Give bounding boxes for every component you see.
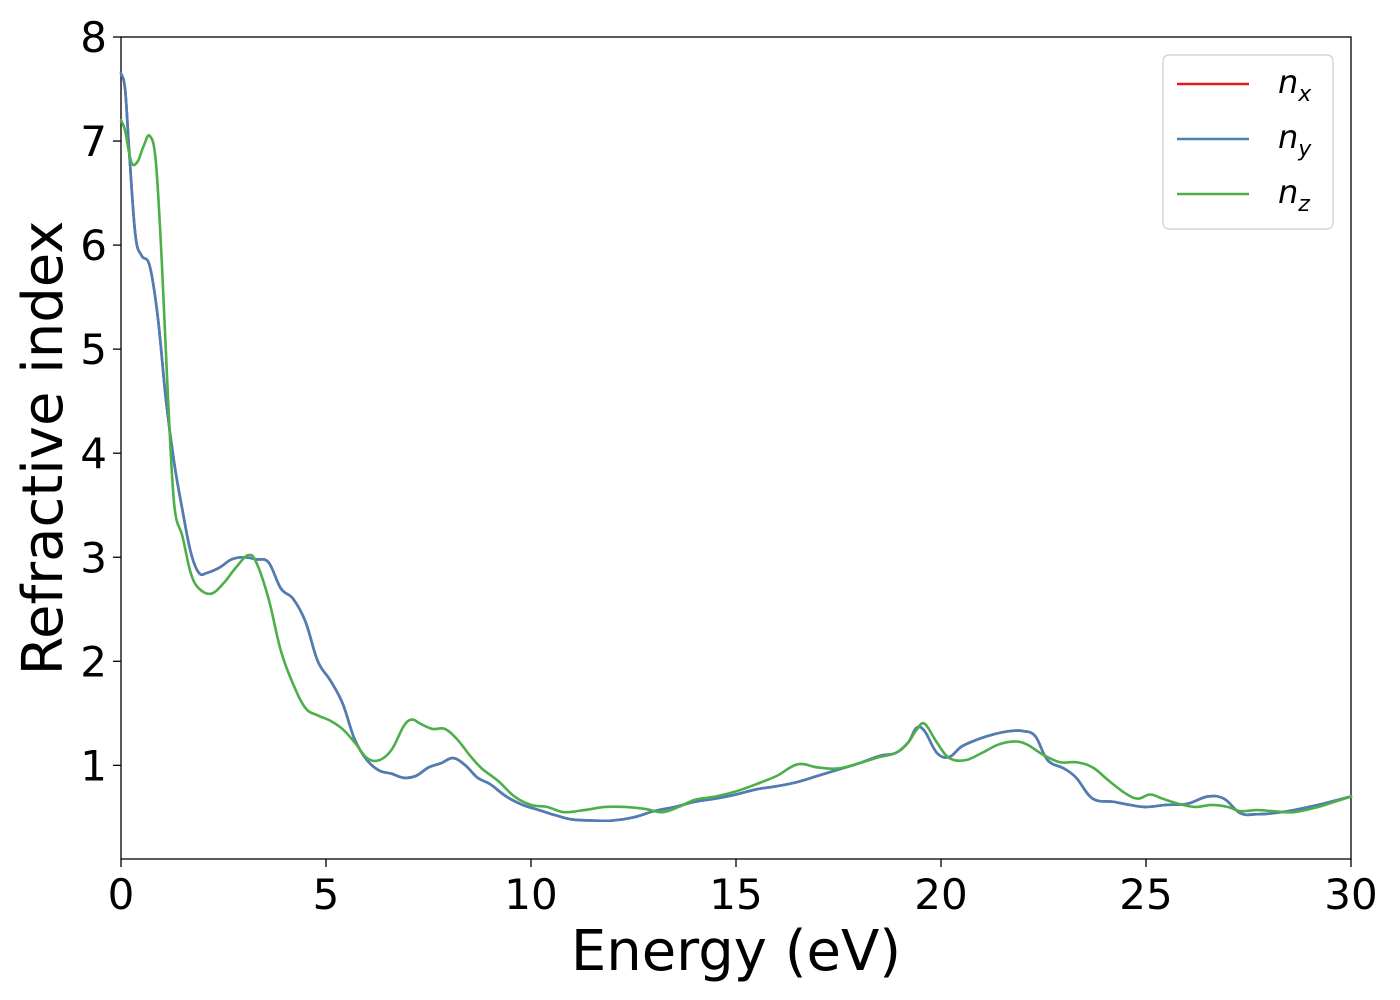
legend-label-z: nz	[1278, 173, 1310, 217]
y-tick-label: 2	[80, 637, 107, 686]
legend-label-x: nx	[1278, 63, 1312, 107]
legend: nx ny nz	[1162, 54, 1334, 230]
y-tick-label: 5	[80, 325, 107, 374]
x-tick-label: 5	[313, 870, 340, 919]
y-tick-label: 6	[80, 221, 107, 270]
legend-box	[1162, 54, 1334, 230]
y-tick-label: 8	[80, 13, 107, 62]
y-axis-ticks: 1 2 3 4 5 6 7 8	[80, 13, 121, 790]
legend-label-y: ny	[1278, 118, 1312, 162]
x-axis-ticks: 0 5 10 15 20 25 30	[108, 859, 1378, 919]
x-tick-label: 30	[1324, 870, 1377, 919]
y-tick-label: 4	[80, 429, 107, 478]
x-tick-label: 25	[1119, 870, 1172, 919]
x-tick-label: 0	[108, 870, 135, 919]
y-tick-label: 1	[80, 741, 107, 790]
y-tick-label: 3	[80, 533, 107, 582]
series-layer	[119, 72, 1353, 823]
y-axis-title: Refractive index	[11, 221, 76, 676]
x-tick-label: 20	[914, 870, 967, 919]
series-line-z	[119, 118, 1353, 814]
x-tick-label: 10	[504, 870, 557, 919]
series-line-y	[119, 72, 1353, 823]
x-axis-title: Energy (eV)	[571, 919, 901, 984]
x-tick-label: 15	[709, 870, 762, 919]
y-tick-label: 7	[80, 117, 107, 166]
